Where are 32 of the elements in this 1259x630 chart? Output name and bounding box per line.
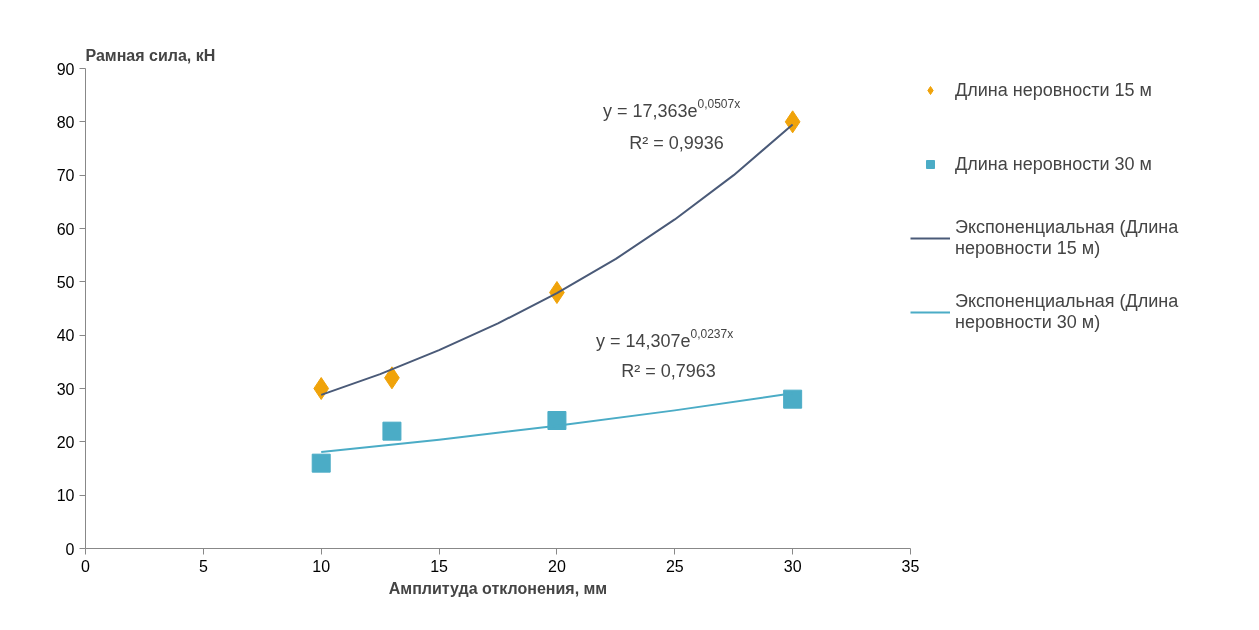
x-tick-label: 5: [198, 557, 208, 575]
point: [313, 377, 330, 400]
x-tick-label: 10: [312, 557, 331, 575]
point: [783, 389, 803, 409]
point: [547, 411, 567, 430]
x-tick-label: 15: [430, 557, 449, 575]
y-tick-label: 30: [56, 380, 75, 398]
y-tick-label: 0: [65, 540, 75, 558]
y-tick-label: 60: [56, 220, 75, 238]
x-tick-label: 20: [548, 557, 566, 575]
x-tick-label: 25: [665, 557, 684, 575]
point: [382, 421, 402, 441]
y-tick-label: 50: [56, 273, 75, 291]
x-tick-label: 35: [901, 557, 920, 575]
annotation: R² = 0,9936: [629, 132, 724, 153]
y-tick-label: 80: [56, 113, 75, 131]
annotation: R² = 0,7963: [621, 360, 716, 381]
y-tick-label: 10: [56, 487, 75, 505]
point: [784, 110, 801, 134]
x-tick-label: 30: [783, 557, 802, 575]
point: [311, 453, 331, 473]
y-tick-label: 40: [56, 327, 75, 345]
y-tick-label: 70: [56, 167, 75, 185]
x-axis-title: Амплитуда отклонения, мм: [388, 579, 608, 597]
x-tick-label: 0: [81, 557, 91, 575]
y-tick-label: 20: [56, 433, 75, 451]
legend-label: Экспоненциальная (Длина неровности 30 м): [955, 290, 1179, 334]
legend-label: Экспоненциальная (Длина неровности 15 м): [955, 216, 1179, 260]
y-axis-title: Рамная сила, кН: [85, 46, 216, 64]
legend-label: Длина неровности 30 м: [955, 152, 1152, 176]
legend-label: Длина неровности 15 м: [955, 78, 1152, 102]
y-tick-label: 90: [56, 60, 75, 78]
